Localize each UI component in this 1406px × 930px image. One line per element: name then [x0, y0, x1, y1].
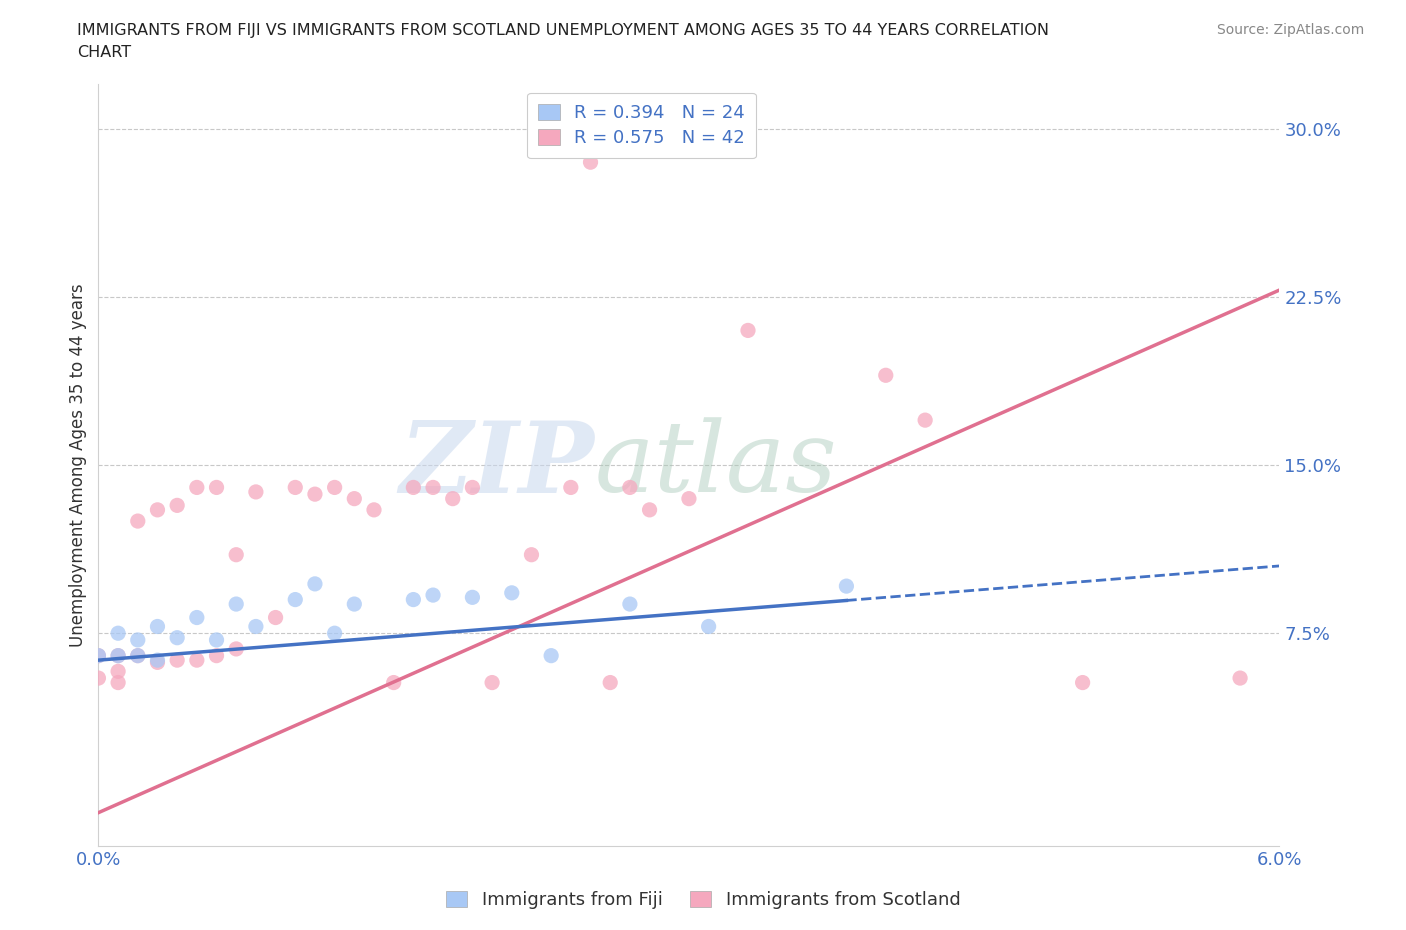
Point [127, 648, 149, 663]
Text: atlas: atlas [595, 418, 837, 512]
Point [107, 626, 129, 641]
Point [422, 480, 444, 495]
Point [87, 671, 110, 685]
Point [481, 675, 503, 690]
Point [205, 480, 228, 495]
Point [225, 642, 247, 657]
Point [225, 597, 247, 612]
Point [323, 480, 346, 495]
Point [205, 648, 228, 663]
Point [619, 597, 641, 612]
Point [186, 653, 208, 668]
Point [599, 675, 621, 690]
Point [127, 632, 149, 647]
Text: CHART: CHART [77, 45, 131, 60]
Point [107, 675, 129, 690]
Point [343, 597, 366, 612]
Text: IMMIGRANTS FROM FIJI VS IMMIGRANTS FROM SCOTLAND UNEMPLOYMENT AMONG AGES 35 TO 4: IMMIGRANTS FROM FIJI VS IMMIGRANTS FROM … [77, 23, 1049, 38]
Point [107, 648, 129, 663]
Point [107, 648, 129, 663]
Point [323, 626, 346, 641]
Point [579, 154, 602, 169]
Point [441, 491, 464, 506]
Point [166, 653, 188, 668]
Point [343, 491, 366, 506]
Point [1229, 671, 1251, 685]
Point [304, 486, 326, 501]
Point [146, 655, 169, 670]
Point [284, 592, 307, 607]
Point [402, 592, 425, 607]
Point [697, 619, 720, 634]
Text: Source: ZipAtlas.com: Source: ZipAtlas.com [1216, 23, 1364, 37]
Point [186, 610, 208, 625]
Legend: Immigrants from Fiji, Immigrants from Scotland: Immigrants from Fiji, Immigrants from Sc… [439, 884, 967, 916]
Point [461, 480, 484, 495]
Point [146, 502, 169, 517]
Point [363, 502, 385, 517]
Point [560, 480, 582, 495]
Point [127, 648, 149, 663]
Point [245, 485, 267, 499]
Point [264, 610, 287, 625]
Point [87, 648, 110, 663]
Point [146, 653, 169, 668]
Point [166, 631, 188, 645]
Point [225, 547, 247, 562]
Point [87, 648, 110, 663]
Point [284, 480, 307, 495]
Point [205, 632, 228, 647]
Point [166, 498, 188, 512]
Point [835, 578, 858, 593]
Point [914, 413, 936, 428]
Point [461, 590, 484, 604]
Point [107, 664, 129, 679]
Point [737, 323, 759, 338]
Y-axis label: Unemployment Among Ages 35 to 44 years: Unemployment Among Ages 35 to 44 years [69, 284, 87, 646]
Point [501, 585, 523, 600]
Point [245, 619, 267, 634]
Legend: R = 0.394   N = 24, R = 0.575   N = 42: R = 0.394 N = 24, R = 0.575 N = 42 [527, 93, 756, 158]
Point [619, 480, 641, 495]
Point [402, 480, 425, 495]
Point [678, 491, 700, 506]
Point [146, 619, 169, 634]
Point [875, 368, 897, 383]
Point [1071, 675, 1094, 690]
Point [422, 588, 444, 603]
Point [540, 648, 562, 663]
Point [186, 480, 208, 495]
Point [127, 513, 149, 528]
Point [304, 577, 326, 591]
Point [520, 547, 543, 562]
Point [638, 502, 661, 517]
Point [382, 675, 405, 690]
Text: ZIP: ZIP [399, 417, 595, 513]
